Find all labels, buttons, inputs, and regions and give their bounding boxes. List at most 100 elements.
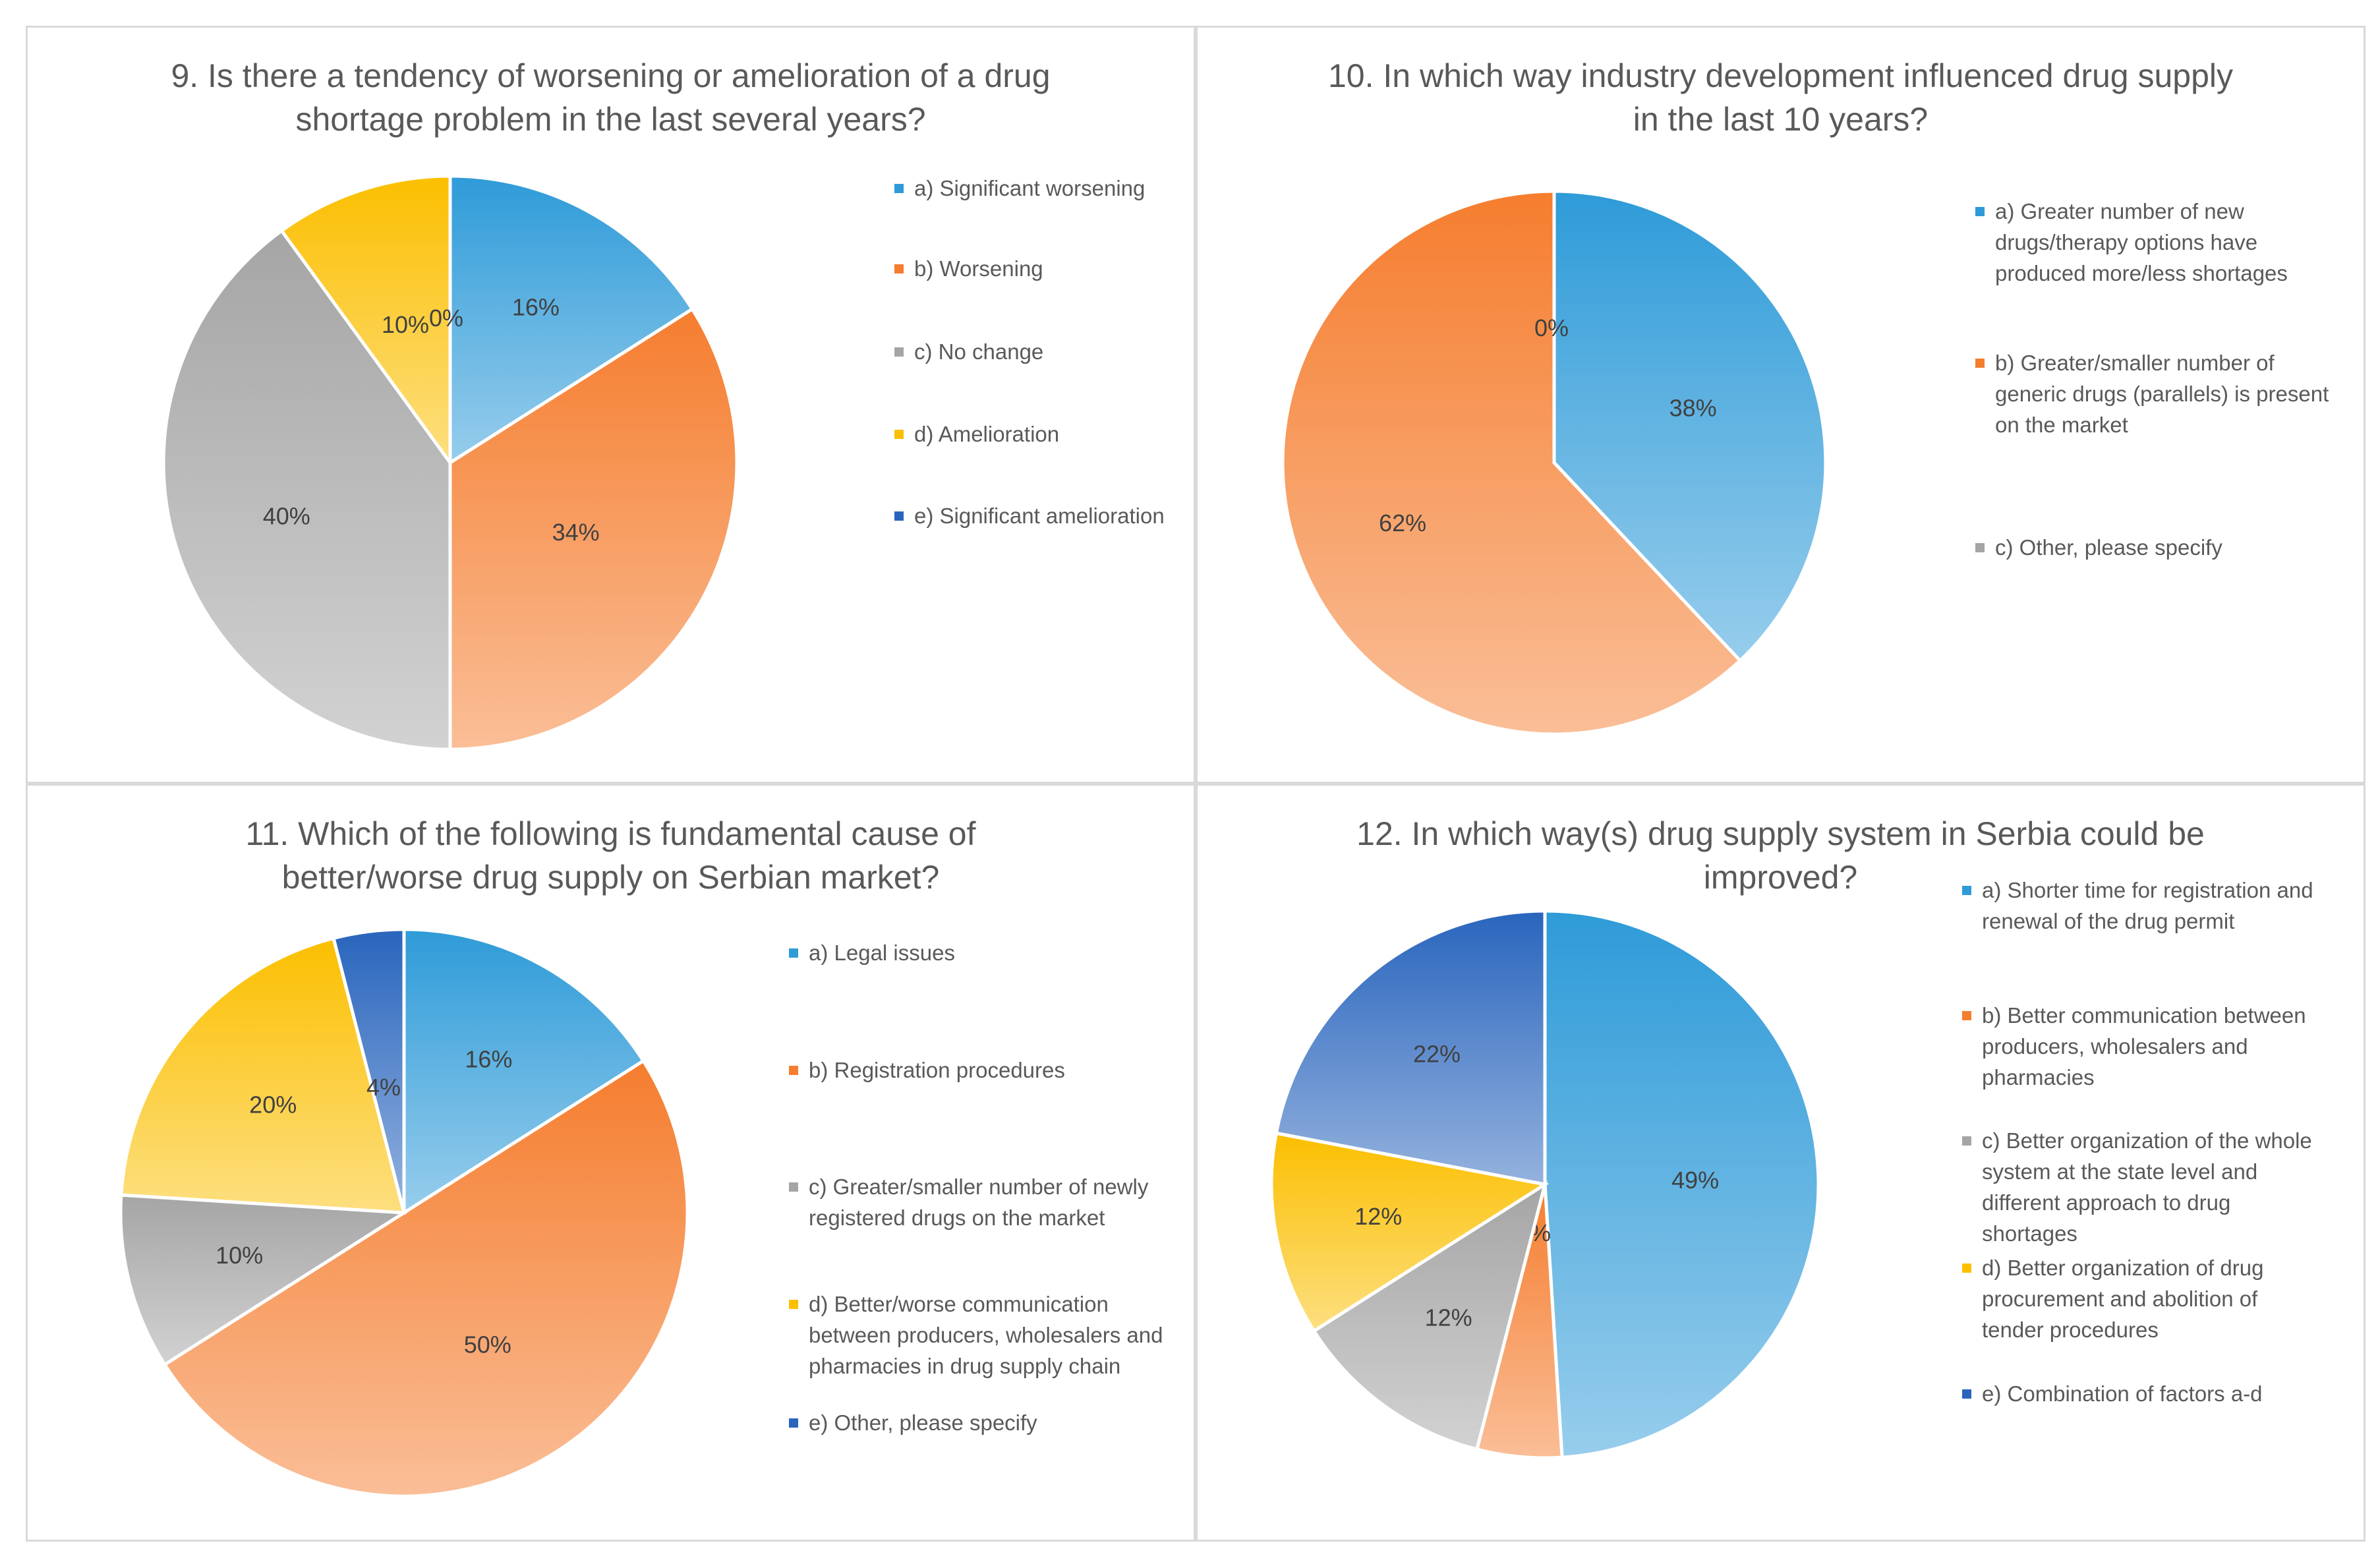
pie-chart: 38% 62% 0% xyxy=(1281,189,1828,736)
legend-label: c) No change xyxy=(914,339,1044,364)
legend-label: a) Shorter time for registration and ren… xyxy=(1982,878,2313,933)
data-label-d: 12% xyxy=(1354,1203,1402,1230)
chart-title-line-1: 11. Which of the following is fundamenta… xyxy=(245,815,976,852)
chart-panel-q12: 12. In which way(s) drug supply system i… xyxy=(1196,784,2365,1542)
legend-item-d: d) Amelioration xyxy=(894,419,1198,450)
chart-title: 9. Is there a tendency of worsening or a… xyxy=(28,54,1194,141)
chart-title-line-1: 10. In which way industry development in… xyxy=(1327,57,2234,94)
pie-chart: 16% 50% 10% 20% 4% xyxy=(119,927,689,1498)
legend-label: d) Amelioration xyxy=(914,422,1060,446)
pie-slice-a xyxy=(448,174,695,466)
legend-swatch xyxy=(894,430,904,439)
data-label-a: 16% xyxy=(512,294,560,321)
pie-slice-b xyxy=(1281,189,1743,736)
chart-title: 11. Which of the following is fundamenta… xyxy=(28,812,1194,899)
chart-panel-q11: 11. Which of the following is fundamenta… xyxy=(26,784,1196,1542)
data-label-d: 20% xyxy=(249,1091,297,1118)
legend-label: b) Greater/smaller number of generic dru… xyxy=(1995,351,2329,437)
legend-label: c) Greater/smaller number of newly regis… xyxy=(809,1175,1149,1230)
chart-title-line-2: in the last 10 years? xyxy=(1633,101,1929,138)
pie-slice-c xyxy=(161,228,452,751)
legend-label: e) Other, please specify xyxy=(809,1410,1037,1435)
legend-item-d: d) Better/worse communication between pr… xyxy=(789,1289,1198,1381)
legend-swatch xyxy=(789,1300,798,1309)
legend-swatch xyxy=(894,264,904,274)
legend-label: e) Significant amelioration xyxy=(914,504,1165,528)
chart-title: 12. In which way(s) drug supply system i… xyxy=(1198,812,2364,899)
legend-swatch xyxy=(894,184,904,193)
data-label-c: 0% xyxy=(1534,314,1569,341)
data-label-b: 34% xyxy=(552,519,600,546)
data-label-e: 0% xyxy=(429,305,463,332)
pie-slice-b xyxy=(448,306,739,751)
data-label-a: 38% xyxy=(1669,395,1717,422)
chart-title-line-2: improved? xyxy=(1703,859,1858,896)
legend-item-c: c) Better organization of the whole syst… xyxy=(1962,1125,2367,1249)
legend-item-e: e) Significant amelioration xyxy=(894,500,1198,531)
legend-label: c) Other, please specify xyxy=(1995,535,2222,560)
data-label-d: 10% xyxy=(382,311,429,338)
pie-slice-d xyxy=(279,174,452,468)
chart-panel-q10: 10. In which way industry development in… xyxy=(1196,26,2365,784)
pie-chart: 49%5%12%12%22% xyxy=(1269,909,1820,1460)
data-label-b: 50% xyxy=(464,1331,511,1358)
legend-item-c: c) Greater/smaller number of newly regis… xyxy=(789,1171,1198,1233)
chart-title-line-2: shortage problem in the last several yea… xyxy=(295,101,926,138)
pie-chart: 16% 34% 40% 10% 0% xyxy=(161,174,739,751)
legend-item-e: e) Combination of factors a-d xyxy=(1962,1378,2367,1409)
legend-item-a: a) Shorter time for registration and ren… xyxy=(1962,875,2367,937)
data-label-a: 16% xyxy=(465,1045,512,1072)
legend-item-b: b) Better communication between producer… xyxy=(1962,1000,2367,1093)
chart-title-line-1: 9. Is there a tendency of worsening or a… xyxy=(171,57,1051,94)
legend-item-b: b) Registration procedures xyxy=(789,1055,1198,1086)
legend-label: b) Registration procedures xyxy=(809,1058,1065,1082)
legend-label: d) Better organization of drug procureme… xyxy=(1982,1256,2264,1342)
legend-swatch xyxy=(789,1182,798,1192)
chart-title-line-1: 12. In which way(s) drug supply system i… xyxy=(1356,815,2205,852)
legend-swatch xyxy=(789,1418,798,1428)
data-label-c: 10% xyxy=(216,1242,263,1269)
legend-label: c) Better organization of the whole syst… xyxy=(1982,1128,2312,1246)
chart-title-line-2: better/worse drug supply on Serbian mark… xyxy=(281,859,940,896)
legend-item-a: a) Greater number of new drugs/therapy o… xyxy=(1975,196,2364,289)
legend-item-e: e) Other, please specify xyxy=(789,1407,1198,1438)
chart-legend: a) Significant worsening b) Worsening c) N… xyxy=(894,173,1198,634)
legend-item-b: b) Greater/smaller number of generic dru… xyxy=(1975,347,2364,440)
legend-label: a) Legal issues xyxy=(809,941,955,965)
chart-legend: a) Greater number of new drugs/therapy o… xyxy=(1975,196,2364,657)
legend-item-a: a) Significant worsening xyxy=(894,173,1198,204)
data-label-c: 12% xyxy=(1425,1304,1472,1331)
pie-slice-d xyxy=(119,936,407,1215)
legend-swatch xyxy=(1962,1263,1971,1273)
legend-swatch xyxy=(894,347,904,357)
legend-swatch xyxy=(1975,543,1985,552)
legend-label: d) Better/worse communication between pr… xyxy=(809,1292,1163,1378)
chart-legend: a) Shorter time for registration and ren… xyxy=(1962,875,2367,1534)
legend-swatch xyxy=(1962,1011,1971,1020)
legend-swatch xyxy=(1962,1136,1971,1146)
legend-label: b) Worsening xyxy=(914,256,1043,281)
legend-label: a) Significant worsening xyxy=(914,176,1146,200)
pie-slice-b xyxy=(162,1059,689,1498)
legend-label: e) Combination of factors a-d xyxy=(1982,1381,2263,1406)
legend-swatch xyxy=(894,511,904,521)
legend-swatch xyxy=(789,1066,798,1075)
data-label-a: 49% xyxy=(1671,1167,1719,1194)
pie-slice-c xyxy=(119,1193,409,1367)
data-label-b: 62% xyxy=(1379,509,1426,537)
chart-legend: a) Legal issues b) Registration procedure… xyxy=(789,937,1198,1530)
legend-swatch xyxy=(789,948,798,958)
legend-item-b: b) Worsening xyxy=(894,253,1198,284)
pie-slice-d xyxy=(1269,1131,1550,1333)
legend-label: a) Greater number of new drugs/therapy o… xyxy=(1995,199,2288,285)
legend-swatch xyxy=(1975,207,1985,216)
data-label-e: 4% xyxy=(366,1074,401,1101)
legend-swatch xyxy=(1962,1389,1971,1399)
legend-item-a: a) Legal issues xyxy=(789,937,1198,968)
chart-panel-q9: 9. Is there a tendency of worsening or a… xyxy=(26,26,1196,784)
data-label-e: 22% xyxy=(1413,1041,1461,1068)
pie-slice-e xyxy=(332,927,406,1213)
pie-slice-a xyxy=(1552,189,1828,663)
pie-slice-c xyxy=(1312,1180,1548,1452)
legend-label: b) Better communication between producer… xyxy=(1982,1003,2306,1089)
